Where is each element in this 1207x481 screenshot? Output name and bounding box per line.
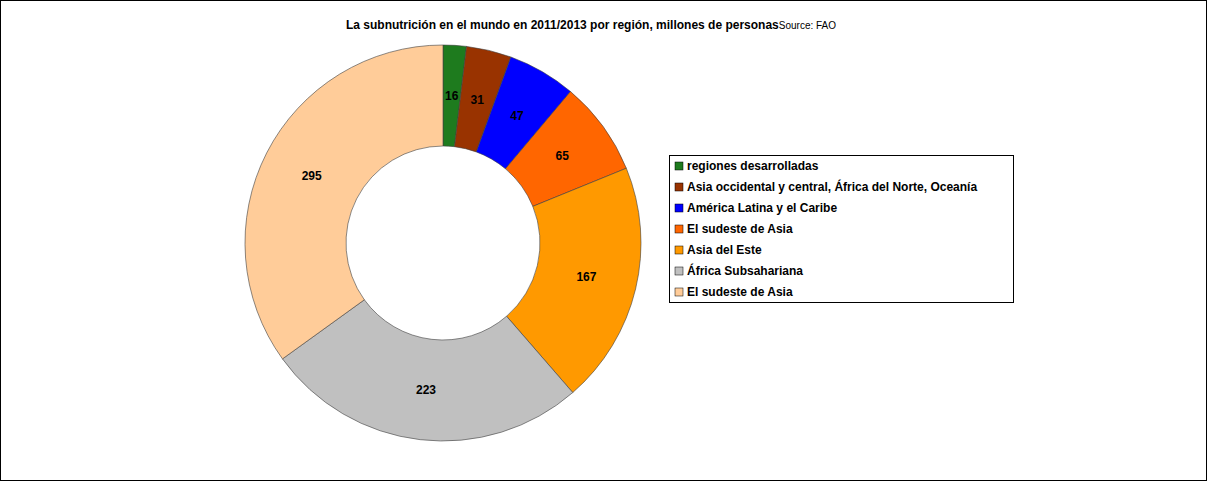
data-label: 65: [556, 149, 570, 163]
data-label: 167: [576, 270, 596, 284]
legend-item: El sudeste de Asia: [675, 285, 793, 299]
legend-item: Asia del Este: [675, 243, 762, 257]
legend-item: Asia occidental y central, África del No…: [675, 179, 977, 194]
legend-swatch: [675, 267, 683, 275]
slice: [245, 45, 443, 359]
legend-box: [670, 156, 1014, 303]
subtitle: Source: FAO: [779, 20, 836, 31]
data-label: 31: [471, 93, 485, 107]
legend-item: El sudeste de Asia: [675, 222, 793, 236]
title-line: La subnutrición en el mundo en 2011/2013…: [346, 18, 836, 32]
legend-label: Asia del Este: [687, 243, 762, 257]
legend-item: regiones desarrolladas: [675, 159, 819, 173]
legend-label: El sudeste de Asia: [687, 285, 793, 299]
legend-swatch: [675, 225, 683, 233]
legend-swatch: [675, 288, 683, 296]
slices: [245, 45, 641, 441]
legend-swatch: [675, 183, 683, 191]
legend-label: regiones desarrolladas: [687, 159, 819, 173]
data-labels: 16 31 47 65 167 223 295: [302, 89, 597, 397]
legend-label: El sudeste de Asia: [687, 222, 793, 236]
data-label: 47: [510, 109, 524, 123]
legend-label: Asia occidental y central, África del No…: [687, 179, 977, 194]
legend-swatch: [675, 246, 683, 254]
legend-item: África Subsahariana: [675, 263, 803, 278]
legend-item: América Latina y el Caribe: [675, 201, 837, 215]
title: La subnutrición en el mundo en 2011/2013…: [346, 18, 779, 32]
legend-swatch: [675, 204, 683, 212]
data-label: 223: [416, 383, 436, 397]
legend-label: América Latina y el Caribe: [687, 201, 837, 215]
data-label: 16: [445, 89, 459, 103]
chart: La subnutrición en el mundo en 2011/2013…: [0, 0, 1207, 481]
legend: regiones desarrolladas Asia occidental y …: [670, 156, 1014, 303]
plot: 16 31 47 65 167 223 295: [245, 45, 641, 441]
legend-swatch: [675, 162, 683, 170]
data-label: 295: [302, 169, 322, 183]
frame: [1, 1, 1207, 481]
legend-label: África Subsahariana: [687, 263, 803, 278]
